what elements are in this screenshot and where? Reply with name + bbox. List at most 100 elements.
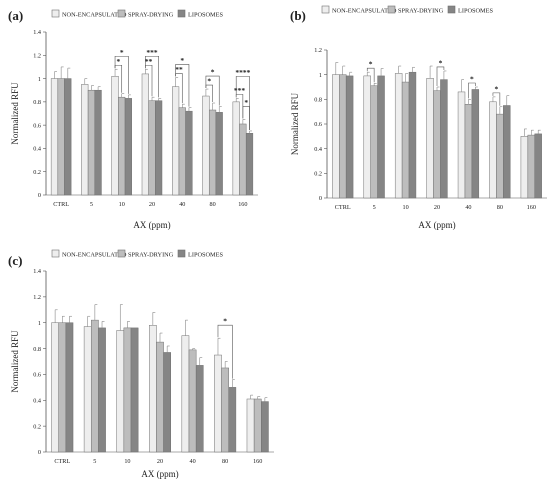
significance-label: * xyxy=(244,98,248,107)
legend-label: NON-ENCAPSULATED xyxy=(62,11,127,18)
bar xyxy=(91,319,99,453)
legend-swatch xyxy=(387,5,396,14)
bar xyxy=(464,104,473,199)
legend-label: SPRAY-DRYING xyxy=(128,251,174,258)
bar xyxy=(433,90,441,199)
y-tick-label: 0.8 xyxy=(33,99,41,106)
bar xyxy=(111,75,119,196)
bar xyxy=(87,89,96,196)
x-tick-label: 5 xyxy=(373,204,376,211)
y-tick-label: 0.2 xyxy=(33,169,41,176)
y-tick-label: 0.2 xyxy=(33,423,41,430)
bar xyxy=(245,133,254,196)
legend-swatch xyxy=(177,249,186,258)
bar xyxy=(148,100,156,196)
legend-label: SPRAY-DRYING xyxy=(398,7,444,14)
bar xyxy=(440,79,448,199)
x-tick-label: 20 xyxy=(157,458,163,465)
x-tick-label: 20 xyxy=(434,204,440,211)
x-tick-label: 80 xyxy=(497,204,503,211)
significance-label: * xyxy=(369,60,373,69)
legend-label: LIPOSOMES xyxy=(188,251,223,258)
y-tick-label: 1.4 xyxy=(33,29,41,36)
significance-label: * xyxy=(470,75,474,84)
legend-swatch xyxy=(117,9,126,18)
y-tick-label: 0.4 xyxy=(314,146,322,153)
legend-swatch xyxy=(177,9,186,18)
bar xyxy=(339,74,347,199)
y-tick-label: 1.2 xyxy=(33,52,41,59)
x-tick-label: 40 xyxy=(179,201,185,208)
bar xyxy=(214,354,222,453)
bar xyxy=(116,330,125,453)
legend-swatch xyxy=(447,5,456,14)
significance-bracket xyxy=(235,76,250,130)
panel-label: (c) xyxy=(8,253,22,268)
bar xyxy=(215,112,223,196)
significance-bracket xyxy=(114,55,129,94)
significance-bracket xyxy=(145,64,153,97)
bar xyxy=(363,75,371,199)
x-tick-label: 10 xyxy=(124,458,130,465)
significance-bracket xyxy=(205,84,213,103)
bar xyxy=(149,325,157,453)
bar xyxy=(51,322,59,453)
bar xyxy=(124,98,132,196)
y-tick-label: 1 xyxy=(319,72,322,79)
bar xyxy=(130,327,139,453)
bar xyxy=(401,81,410,199)
y-tick-label: 0.2 xyxy=(314,171,322,178)
bar xyxy=(156,341,164,453)
bar xyxy=(83,326,92,453)
significance-bracket xyxy=(114,64,123,93)
y-tick-label: 0 xyxy=(38,192,41,199)
significance-label: * xyxy=(207,77,211,86)
bar xyxy=(181,335,190,453)
x-tick-label: 40 xyxy=(189,458,195,465)
bar xyxy=(377,75,385,199)
y-tick-label: 0 xyxy=(319,195,322,202)
bar xyxy=(172,86,180,196)
bar xyxy=(195,365,204,453)
bar xyxy=(208,109,217,196)
bar xyxy=(94,89,102,196)
bar xyxy=(57,78,65,196)
legend-label: SPRAY-DRYING xyxy=(128,11,174,18)
x-tick-label: 20 xyxy=(149,201,155,208)
bar xyxy=(123,327,132,453)
bar xyxy=(394,73,403,199)
bar xyxy=(58,322,67,453)
bar xyxy=(141,73,149,196)
legend-label: NON-ENCAPSULATED xyxy=(62,251,127,258)
legend-swatch xyxy=(51,249,60,258)
bar xyxy=(503,105,511,199)
legend-label: LIPOSOMES xyxy=(188,11,223,18)
bar xyxy=(408,71,417,199)
bar xyxy=(239,123,247,196)
significance-label: * xyxy=(117,57,121,66)
bar xyxy=(534,133,542,199)
bar xyxy=(98,327,106,453)
x-tick-label: CTRL xyxy=(53,201,69,208)
significance-label: * xyxy=(120,48,124,57)
x-tick-label: 160 xyxy=(527,204,536,211)
bar xyxy=(81,84,89,196)
bar xyxy=(202,95,210,196)
bar xyxy=(232,101,240,196)
y-tick-label: 0.6 xyxy=(314,121,322,128)
y-tick-label: 1.2 xyxy=(314,47,322,54)
panel-label: (b) xyxy=(290,8,306,23)
legend-swatch xyxy=(321,5,330,14)
significance-label: *** xyxy=(234,86,246,95)
bar xyxy=(188,349,197,453)
bar xyxy=(261,401,269,453)
panel-label: (a) xyxy=(8,8,23,23)
legend-swatch xyxy=(117,249,126,258)
bar xyxy=(118,96,126,196)
chart-panel-0: (a) NON-ENCAPSULATED SPRAY-DRYING LIPOSOMES… xyxy=(8,8,258,230)
bar xyxy=(489,101,497,199)
bar xyxy=(520,136,529,199)
x-tick-label: CTRL xyxy=(335,204,351,211)
y-tick-label: 1 xyxy=(38,320,41,327)
significance-label: *** xyxy=(146,48,158,57)
